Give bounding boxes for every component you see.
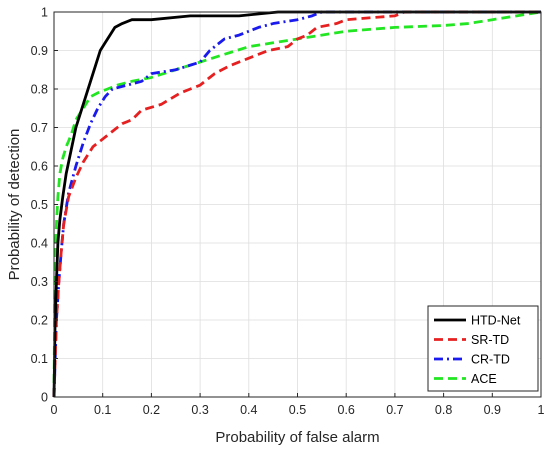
y-tick-label: 0.8 [31, 83, 48, 97]
x-axis-label: Probability of false alarm [215, 429, 379, 446]
y-tick-label: 0.1 [31, 352, 48, 366]
x-tick-label: 0 [51, 403, 58, 417]
y-axis-label: Probability of detection [6, 129, 23, 281]
legend: HTD-Net SR-TD CR-TD ACE [427, 305, 539, 392]
x-tick-label: 0.7 [386, 403, 403, 417]
x-tick-label: 1 [538, 403, 545, 417]
legend-label: CR-TD [471, 353, 510, 367]
series-line-htd-net [52, 10, 541, 398]
x-tick-label: 0.4 [240, 403, 257, 417]
x-tick-label: 0.2 [143, 403, 160, 417]
series-line-sr-td [52, 10, 541, 398]
y-tick-label: 0.6 [31, 160, 48, 174]
x-tick-label: 0.1 [94, 403, 111, 417]
legend-label: HTD-Net [471, 314, 521, 328]
y-tick-label: 0 [41, 391, 48, 405]
x-tick-label: 0.8 [435, 403, 452, 417]
y-tick-label: 0.9 [31, 44, 48, 58]
y-tick-label: 0.3 [31, 275, 48, 289]
x-tick-label: 0.6 [338, 403, 355, 417]
legend-label: SR-TD [471, 333, 509, 347]
x-tick-label: 0.3 [191, 403, 208, 417]
legend-label: ACE [471, 372, 497, 386]
x-tick-label: 0.5 [289, 403, 306, 417]
y-tick-label: 0.4 [31, 237, 48, 251]
series-lines [52, 10, 542, 398]
y-tick-label: 0.5 [31, 198, 48, 212]
x-tick-label: 0.9 [484, 403, 501, 417]
axis-ticks: 0 0.1 0.2 0.3 0.4 0.5 0.6 0.7 0.8 0.9 1 0 0.1 0.2 0.3 0… [31, 6, 545, 418]
series-line-cr-td [52, 10, 541, 398]
y-tick-label: 1 [41, 6, 48, 20]
y-tick-label: 0.2 [31, 314, 48, 328]
y-tick-label: 0.7 [31, 121, 48, 135]
